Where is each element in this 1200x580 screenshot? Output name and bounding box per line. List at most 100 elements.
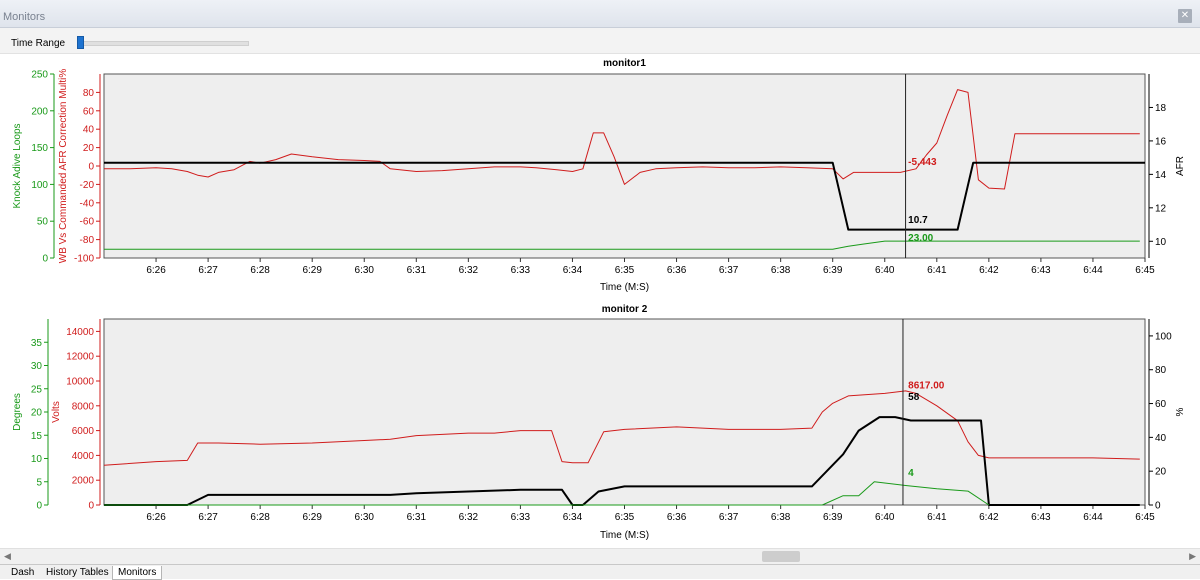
chart1-x-axis-label: Time (M:S) [600,282,649,293]
chart1-afr-tick-label: 12 [1155,203,1167,214]
chart2-deg-tick-label: 15 [31,431,43,442]
chart2-plot-area [103,318,1146,506]
chart1-afr-tick-label: 14 [1155,170,1167,181]
chart1-wb-tick-label: -60 [80,217,95,228]
scroll-left-icon[interactable]: ◀ [4,551,11,561]
chart2-deg-axis-label: Degrees [12,393,23,431]
chart1-x-tick-label: 6:43 [1031,265,1051,276]
time-range-label: Time Range [11,38,66,49]
horizontal-scrollbar[interactable]: ◀ ▶ [0,548,1200,564]
chart2-x-tick-label: 6:31 [407,512,427,523]
chart1-wb-axis-label: WB Vs Commanded AFR Correction Multi% [58,69,69,264]
chart1-x-tick-label: 6:28 [250,265,270,276]
chart2-cursor-value-label: 8617.00 [908,380,945,391]
chart1-plot-area [103,73,1146,259]
chart2-volts-tick-label: 6000 [72,426,95,437]
chart2-pct-tick-label: 80 [1155,365,1167,376]
chart2-volts-axis-label: Volts [51,401,62,423]
time-range-slider-track[interactable] [78,41,249,46]
chart2-x-axis-label: Time (M:S) [600,530,649,541]
chart2-deg-tick-label: 5 [36,477,42,488]
chart2-volts-series-line [103,390,1140,466]
chart1-cursor-value-label: 10.7 [908,215,928,226]
chart2-x-tick-label: 6:42 [979,512,999,523]
chart2-pct-tick-label: 0 [1155,501,1161,512]
chart2-x-tick-label: 6:41 [927,512,947,523]
chart1-x-tick-label: 6:26 [146,265,166,276]
chart1-wb-tick-label: 0 [88,162,94,173]
chart1-x-tick-label: 6:41 [927,265,947,276]
chart2-deg-tick-label: 20 [31,408,43,419]
chart1-x-tick-label: 6:37 [719,265,739,276]
chart2-x-tick-label: 6:26 [146,512,166,523]
chart1-afr-series-line [104,161,1145,231]
chart2-x-tick-label: 6:32 [459,512,479,523]
chart1-x-tick-label: 6:36 [667,265,687,276]
chart2-x-tick-label: 6:36 [667,512,687,523]
chart1-x-tick-label: 6:42 [979,265,999,276]
chart1-knock-axis-label: Knock Adive Loops [12,123,23,208]
chart1-knock-tick-label: 0 [42,254,48,265]
chart2-deg-tick-label: 30 [31,361,43,372]
chart2-x-tick-label: 6:37 [719,512,739,523]
chart2-deg-tick-label: 10 [31,454,43,465]
chart1-cursor-value-label: 23.00 [908,233,933,244]
chart2-pct-tick-label: 40 [1155,433,1167,444]
chart1-knock-tick-label: 50 [37,217,49,228]
chart1-x-tick-label: 6:45 [1135,265,1155,276]
tab-bar: Dash History Tables Monitors [0,564,1200,580]
chart1-knock-tick-label: 100 [31,180,48,191]
chart2-volts-tick-label: 0 [88,501,94,512]
chart2-x-tick-label: 6:38 [771,512,791,523]
chart2-x-tick-label: 6:44 [1083,512,1103,523]
chart2-deg-tick-label: 25 [31,384,43,395]
chart1-x-tick-label: 6:30 [355,265,375,276]
close-icon[interactable]: ✕ [1178,9,1192,23]
scroll-right-icon[interactable]: ▶ [1189,551,1196,561]
chart1-cursor-value-label: -5.443 [908,157,937,168]
chart1-wb-tick-label: 40 [83,125,95,136]
chart1-x-tick-label: 6:33 [511,265,531,276]
chart1-x-tick-label: 6:35 [615,265,635,276]
chart2-deg-tick-label: 0 [36,501,42,512]
chart1-x-tick-label: 6:40 [875,265,895,276]
chart2-pct-tick-label: 100 [1155,331,1172,342]
chart2-volts-tick-label: 10000 [66,377,94,388]
chart1-title: monitor1 [603,58,646,69]
chart1-x-tick-label: 6:34 [563,265,583,276]
chart1-knock-series-line [104,240,1140,250]
tab-monitors[interactable]: Monitors [112,566,163,580]
chart2-x-tick-label: 6:39 [823,512,843,523]
chart2-pct-series-line [104,416,1140,506]
chart1-afr-tick-label: 10 [1155,237,1167,248]
chart1-afr-axis-label: AFR [1175,156,1186,176]
chart1-wb-tick-label: -20 [80,180,95,191]
chart2-deg-series-line [104,481,990,506]
chart2-volts-tick-label: 4000 [72,451,95,462]
chart1-x-tick-label: 6:27 [198,265,218,276]
chart2-volts-tick-label: 8000 [72,401,95,412]
chart2-pct-tick-label: 60 [1155,399,1167,410]
chart1-knock-tick-label: 250 [31,70,48,81]
chart2-title: monitor 2 [602,304,648,315]
tab-dash[interactable]: Dash [11,567,35,578]
chart1-x-tick-label: 6:29 [302,265,322,276]
chart2-x-tick-label: 6:27 [198,512,218,523]
chart1-afr-tick-label: 18 [1155,103,1167,114]
chart2-x-tick-label: 6:45 [1135,512,1155,523]
chart2-x-tick-label: 6:28 [250,512,270,523]
scrollbar-thumb[interactable] [762,551,800,562]
charts-area: monitor1 6:26 6:27 6:28 6:29 6:30 6:31 6:32 6:33… [12,58,1186,541]
time-range-slider-thumb[interactable] [77,36,84,49]
chart2-x-tick-label: 6:30 [355,512,375,523]
tab-history-tables[interactable]: History Tables [46,567,109,578]
chart2-x-tick-label: 6:34 [563,512,583,523]
chart1-wb-tick-label: 20 [83,143,95,154]
window-titlebar: Monitors ✕ [0,0,1200,28]
chart1-wb-tick-label: -80 [80,235,95,246]
chart1-afr-tick-label: 16 [1155,136,1167,147]
chart2-x-tick-label: 6:33 [511,512,531,523]
chart2-volts-tick-label: 12000 [66,352,94,363]
chart2-volts-tick-label: 2000 [72,476,95,487]
chart2-pct-axis-label: % [1175,407,1186,416]
